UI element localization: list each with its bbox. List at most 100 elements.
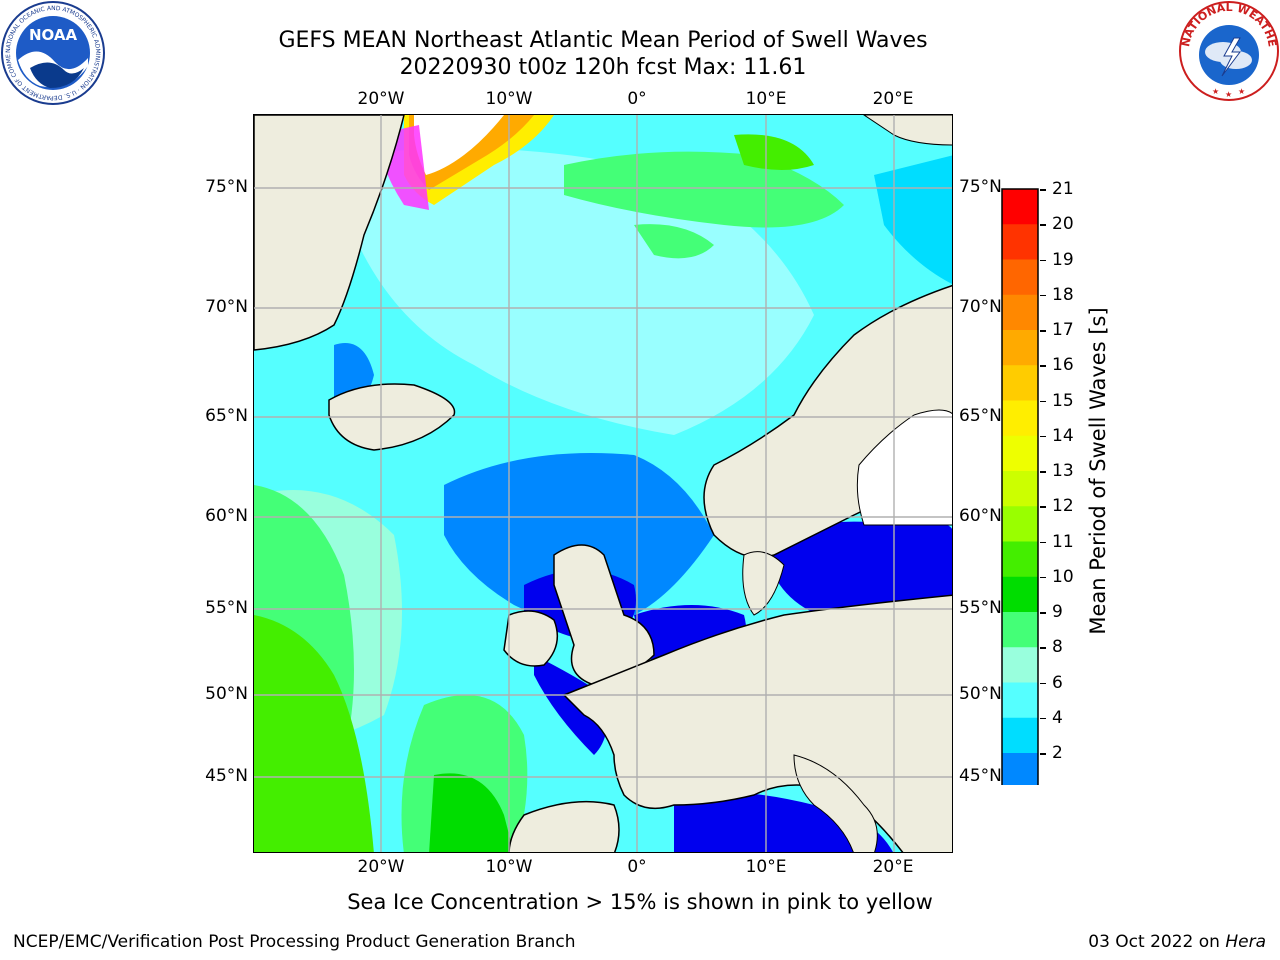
lat-label-left-70n: 70°N bbox=[205, 297, 248, 317]
colorbar-tick-label: 16 bbox=[1052, 355, 1074, 376]
map-panel bbox=[253, 114, 953, 853]
colorbar-bin bbox=[1002, 330, 1038, 366]
colorbar-bin bbox=[1002, 612, 1038, 648]
lat-label-left-45n: 45°N bbox=[205, 766, 248, 786]
colorbar-frame bbox=[1001, 188, 1039, 785]
colorbar-tick-label: 17 bbox=[1052, 320, 1074, 340]
swell-green-south-dark bbox=[429, 773, 514, 852]
chart-subtitle: 20220930 t00z 120h fcst Max: 11.61 bbox=[399, 55, 807, 80]
colorbar-tick-mark bbox=[1040, 400, 1046, 402]
svg-text:★: ★ bbox=[1238, 87, 1245, 96]
lon-label-bottom-10e: 10°E bbox=[745, 857, 787, 877]
map-field bbox=[254, 115, 952, 852]
lon-label-top-10w: 10°W bbox=[485, 89, 533, 109]
lat-label-right-45n: 45°N bbox=[959, 766, 1002, 786]
colorbar-tick-label: 21 bbox=[1052, 179, 1074, 199]
svg-text:★: ★ bbox=[1225, 90, 1232, 99]
credit-text: NCEP/EMC/Verification Post Processing Pr… bbox=[13, 932, 576, 952]
noaa-logo-text: NOAA bbox=[29, 26, 78, 44]
colorbar-tick-mark bbox=[1040, 576, 1046, 579]
lon-label-top-20e: 20°E bbox=[872, 89, 914, 109]
lon-label-top-10e: 10°E bbox=[745, 89, 787, 109]
lat-label-right-50n: 50°N bbox=[959, 684, 1002, 704]
lat-label-right-75n: 75°N bbox=[959, 177, 1002, 197]
colorbar-tick-mark bbox=[1040, 189, 1046, 191]
colorbar-tick-label: 12 bbox=[1052, 496, 1074, 517]
colorbar-tick-mark bbox=[1040, 365, 1046, 367]
swell-green-sw bbox=[254, 615, 374, 852]
colorbar-tick-mark bbox=[1040, 435, 1046, 438]
chart-title: GEFS MEAN Northeast Atlantic Mean Period… bbox=[278, 28, 928, 53]
colorbar-tick-mark bbox=[1040, 612, 1046, 614]
colorbar-bin bbox=[1002, 189, 1038, 225]
colorbar-tick-label: 19 bbox=[1052, 249, 1074, 270]
colorbar-tick-label: 9 bbox=[1052, 602, 1063, 622]
colorbar-bin bbox=[1002, 541, 1038, 578]
colorbar-tick-label: 6 bbox=[1052, 672, 1063, 693]
ireland-land bbox=[503, 610, 559, 667]
colorbar-tick-mark bbox=[1040, 682, 1046, 684]
lat-label-left-75n: 75°N bbox=[205, 177, 248, 197]
colorbar-tick-mark bbox=[1040, 506, 1046, 508]
colorbar-tick-mark bbox=[1040, 471, 1046, 473]
lat-label-right-60n: 60°N bbox=[959, 506, 1002, 526]
colorbar-tick-label: 8 bbox=[1052, 637, 1063, 658]
nws-logo: NATIONAL WEATHER SERVICE ★ ★ ★ bbox=[1178, 0, 1279, 101]
colorbar-tick-mark bbox=[1040, 294, 1046, 297]
colorbar-bin bbox=[1002, 400, 1038, 437]
colorbar-bin bbox=[1002, 471, 1038, 507]
swell-mediterranean bbox=[674, 791, 893, 852]
colorbar-tick-mark bbox=[1040, 753, 1046, 755]
colorbar-tick-mark bbox=[1040, 330, 1046, 332]
colorbar-tick-label: 2 bbox=[1052, 743, 1063, 763]
colorbar-bin bbox=[1002, 506, 1038, 542]
great-britain-land bbox=[553, 544, 655, 686]
machine-name: Hera bbox=[1225, 932, 1266, 952]
italy-land bbox=[793, 754, 878, 852]
colorbar-bin bbox=[1002, 576, 1038, 613]
lat-label-left-55n: 55°N bbox=[205, 598, 248, 618]
lon-label-bottom-0: 0° bbox=[627, 857, 647, 877]
run-date: 03 Oct 2022 on Hera bbox=[1088, 932, 1266, 952]
swell-green-north bbox=[564, 151, 844, 228]
colorbar-bin bbox=[1002, 647, 1038, 683]
colorbar-bin bbox=[1002, 224, 1038, 260]
svg-text:★: ★ bbox=[1212, 87, 1219, 96]
colorbar-tick-label: 20 bbox=[1052, 214, 1074, 235]
colorbar-bin bbox=[1002, 753, 1038, 785]
greenland-land bbox=[254, 115, 405, 351]
lon-label-top-0: 0° bbox=[627, 89, 647, 109]
colorbar-tick-label: 13 bbox=[1052, 461, 1074, 481]
lat-label-left-60n: 60°N bbox=[205, 506, 248, 526]
colorbar-tick-label: 11 bbox=[1052, 531, 1074, 552]
lat-label-right-65n: 65°N bbox=[959, 406, 1002, 426]
colorbar-label: Mean Period of Swell Waves [s] bbox=[1086, 307, 1110, 635]
lon-label-bottom-20w: 20°W bbox=[357, 857, 405, 877]
lat-label-left-50n: 50°N bbox=[205, 684, 248, 704]
map-graticule bbox=[254, 115, 952, 852]
colorbar-bin bbox=[1002, 365, 1038, 401]
sea-ice-note: Sea Ice Concentration > 15% is shown in … bbox=[347, 890, 933, 914]
sea-ice-core bbox=[414, 115, 504, 175]
lat-label-right-55n: 55°N bbox=[959, 598, 1002, 618]
colorbar-tick-label: 18 bbox=[1052, 284, 1074, 305]
lon-label-top-20w: 20°W bbox=[357, 89, 405, 109]
colorbar-tick-label: 14 bbox=[1052, 425, 1074, 446]
colorbar-tick-label: 15 bbox=[1052, 390, 1074, 411]
run-date-prefix: 03 Oct 2022 on bbox=[1088, 932, 1226, 952]
colorbar-tick-label: 4 bbox=[1052, 707, 1063, 728]
colorbar-tick-label: 10 bbox=[1052, 566, 1074, 587]
swell-biscay bbox=[534, 655, 608, 755]
colorbar bbox=[1001, 188, 1039, 785]
colorbar-tick-mark bbox=[1040, 717, 1046, 720]
noaa-logo: NATIONAL OCEANIC AND ATMOSPHERIC ADMINIS… bbox=[0, 0, 105, 105]
iberia-land bbox=[508, 800, 620, 852]
colorbar-bin bbox=[1002, 259, 1038, 296]
lon-label-bottom-20e: 20°E bbox=[872, 857, 914, 877]
colorbar-bin bbox=[1002, 294, 1038, 331]
colorbar-bin bbox=[1002, 717, 1038, 754]
lat-label-right-70n: 70°N bbox=[959, 297, 1002, 317]
colorbar-tick-mark bbox=[1040, 224, 1046, 226]
lon-label-bottom-10w: 10°W bbox=[485, 857, 533, 877]
colorbar-bin bbox=[1002, 435, 1038, 472]
